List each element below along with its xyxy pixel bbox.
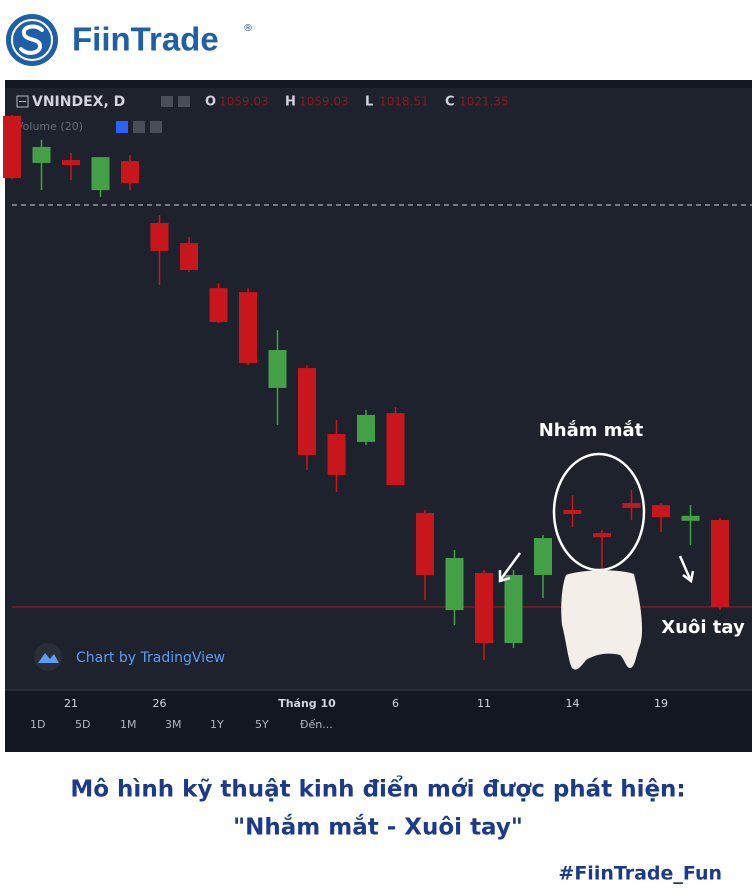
candle-body bbox=[652, 505, 670, 518]
tv-logo bbox=[38, 653, 59, 663]
candle-body bbox=[3, 115, 21, 179]
circle-annotation bbox=[552, 452, 646, 572]
logo-s bbox=[19, 24, 44, 55]
candle-body bbox=[239, 292, 257, 364]
range-button[interactable]: 5Y bbox=[255, 718, 269, 731]
candle-body bbox=[711, 519, 729, 607]
ohlc-value: 1018.51 bbox=[379, 95, 429, 109]
range-button[interactable]: 1M bbox=[120, 718, 137, 731]
brand-mark: ® bbox=[243, 23, 253, 34]
arrow-head bbox=[682, 570, 695, 584]
ohlc-value: 1021.35 bbox=[459, 95, 509, 109]
toolbar: VNINDEX, D Volume (20) O 1059.03 H 1059.03 L… bbox=[16, 94, 509, 133]
ohlc-label: O bbox=[205, 95, 216, 110]
candle-body bbox=[121, 161, 139, 184]
arrow bbox=[499, 552, 522, 580]
arrow bbox=[678, 555, 692, 580]
x-tick-label: 26 bbox=[153, 697, 167, 710]
candle-body bbox=[681, 515, 700, 521]
brand-name: FiinTrade bbox=[72, 21, 219, 58]
ohlc-label: H bbox=[285, 95, 296, 110]
toolbar-icon[interactable] bbox=[178, 96, 190, 107]
candle-body bbox=[150, 222, 169, 251]
candle-body bbox=[593, 533, 611, 538]
logo bbox=[6, 14, 58, 66]
candle-body bbox=[298, 368, 316, 456]
range-button[interactable]: 5D bbox=[75, 718, 90, 731]
caption-line: Mô hình kỹ thuật kinh điển mới được phát… bbox=[70, 775, 685, 803]
x-tick-label: 19 bbox=[654, 697, 668, 710]
x-tick-label: 21 bbox=[64, 697, 78, 710]
candle-body bbox=[475, 572, 493, 644]
candle-body bbox=[563, 510, 582, 514]
ohlc-label: L bbox=[365, 95, 373, 110]
hand-drawing bbox=[561, 570, 643, 670]
candle-body bbox=[504, 574, 523, 644]
candle-body bbox=[62, 160, 80, 166]
candle-body bbox=[180, 243, 198, 271]
toolbar-icon[interactable] bbox=[133, 121, 145, 133]
hashtag: #FiinTrade_Fun bbox=[558, 863, 722, 885]
ohlc-label: C bbox=[445, 95, 455, 110]
symbol[interactable]: VNINDEX, D bbox=[32, 94, 125, 110]
toolbar-icon[interactable] bbox=[150, 121, 162, 133]
plot-area bbox=[5, 88, 752, 690]
collapse-icon bbox=[16, 95, 29, 108]
range-button[interactable]: 3M bbox=[165, 718, 182, 731]
logo-ring bbox=[11, 19, 53, 61]
candle-body bbox=[386, 413, 405, 486]
candle-body bbox=[445, 557, 464, 611]
toolbar-icon[interactable] bbox=[116, 121, 128, 133]
caption-line: "Nhắm mắt - Xuôi tay" bbox=[233, 814, 523, 841]
range-button[interactable]: 1D bbox=[30, 718, 45, 731]
candle-body bbox=[357, 414, 375, 442]
x-tick-label: 6 bbox=[392, 697, 399, 710]
toolbar-icon[interactable] bbox=[161, 96, 173, 107]
x-tick-label: Tháng 10 bbox=[278, 697, 336, 710]
volume-label: Volume (20) bbox=[16, 120, 83, 133]
candle-body bbox=[209, 288, 228, 322]
x-tick-label: 14 bbox=[566, 697, 580, 710]
candle-body bbox=[416, 512, 434, 575]
range-button[interactable]: Đến... bbox=[300, 718, 333, 731]
candle-body bbox=[91, 157, 110, 191]
arrows bbox=[498, 552, 695, 584]
candle-body bbox=[32, 146, 51, 163]
candle-body bbox=[268, 349, 287, 388]
range-button[interactable]: 1Y bbox=[210, 718, 224, 731]
annotation: Xuôi tay bbox=[661, 617, 745, 638]
ohlc-value: 1059.03 bbox=[219, 95, 269, 109]
ohlc-value: 1059.03 bbox=[299, 95, 349, 109]
arrow-head bbox=[498, 570, 511, 583]
credit[interactable]: Chart by TradingView bbox=[76, 650, 225, 666]
x-tick-label: 11 bbox=[477, 697, 491, 710]
candle-body bbox=[534, 538, 552, 575]
annotation: Nhắm mắt bbox=[539, 420, 644, 441]
candle-body bbox=[622, 502, 641, 508]
candle-body bbox=[327, 434, 346, 475]
